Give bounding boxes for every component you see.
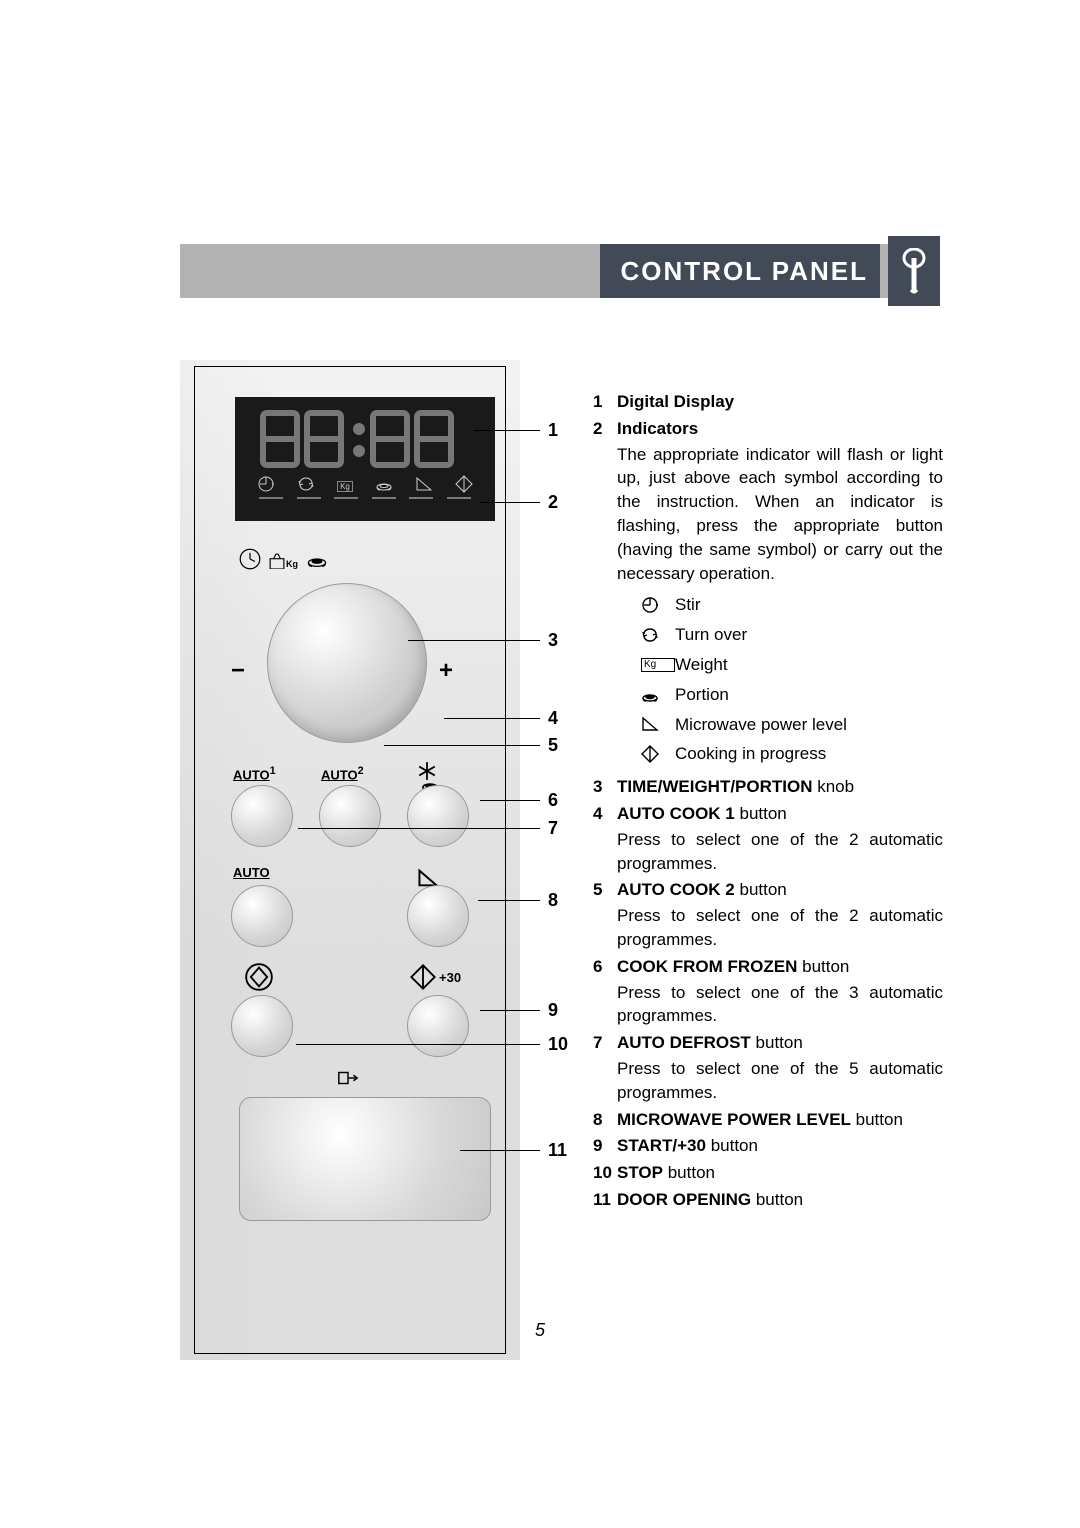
callout-7: 7 xyxy=(548,818,558,839)
door-opening-button[interactable] xyxy=(239,1097,491,1221)
legend-item: 6COOK FROM FROZEN button Press to select… xyxy=(593,955,943,1028)
table-row: Portion xyxy=(641,683,943,707)
cooking-icon xyxy=(641,745,675,763)
power-level-icon xyxy=(641,715,675,733)
leader-8 xyxy=(478,900,540,901)
turnover-icon xyxy=(297,475,315,498)
knob-minus-label: − xyxy=(231,657,245,685)
legend-item: 5AUTO COOK 2 button Press to select one … xyxy=(593,878,943,951)
stir-icon xyxy=(641,596,675,614)
callout-8: 8 xyxy=(548,890,558,911)
leader-2 xyxy=(480,502,540,503)
auto-defrost-button[interactable] xyxy=(231,885,293,947)
portion-icon xyxy=(306,548,328,575)
portion-icon xyxy=(375,475,393,498)
callout-1: 1 xyxy=(548,420,558,441)
start-plus30-icon: +30 xyxy=(409,963,461,991)
control-panel-diagram: Kg Kg − + xyxy=(180,360,520,1360)
legend-item: 4AUTO COOK 1 button Press to select one … xyxy=(593,802,943,875)
lcd-readout xyxy=(255,407,475,471)
indicator-row: Kg xyxy=(257,475,473,497)
legend-item: 11DOOR OPENING button xyxy=(593,1188,943,1212)
indicator-table: Stir Turn over KgWeight Portion Microwav… xyxy=(641,593,943,766)
indicators-desc: The appropriate indicator will flash or … xyxy=(617,443,943,586)
start-plus30-button[interactable] xyxy=(407,995,469,1057)
frozen-icon xyxy=(417,761,437,786)
portion-icon xyxy=(641,686,675,704)
digital-display: Kg xyxy=(235,397,495,521)
table-row: Turn over xyxy=(641,623,943,647)
leader-9 xyxy=(480,1010,540,1011)
auto-cook-1-button[interactable] xyxy=(231,785,293,847)
legend-item: 7AUTO DEFROST button Press to select one… xyxy=(593,1031,943,1104)
time-weight-portion-knob[interactable] xyxy=(267,583,427,743)
knob-icon-row: Kg xyxy=(239,547,379,575)
legend-item: 1Digital Display xyxy=(593,390,943,414)
legend-item: 2 Indicators The appropriate indicator w… xyxy=(593,417,943,772)
stop-button[interactable] xyxy=(231,995,293,1057)
legend-column: 1Digital Display 2 Indicators The approp… xyxy=(593,390,943,1215)
header-title-block: CONTROL PANEL xyxy=(600,244,880,298)
auto-cook-2-button[interactable] xyxy=(319,785,381,847)
leader-10 xyxy=(296,1044,540,1045)
leader-7 xyxy=(298,828,540,829)
knob-plus-label: + xyxy=(439,657,453,685)
callout-9: 9 xyxy=(548,1000,558,1021)
leader-6 xyxy=(480,800,540,801)
stir-icon xyxy=(257,475,275,498)
cooking-icon xyxy=(455,475,473,498)
stop-icon xyxy=(245,963,273,996)
legend-item: 9START/+30 button xyxy=(593,1134,943,1158)
legend-item: 8MICROWAVE POWER LEVEL button xyxy=(593,1108,943,1132)
callout-10: 10 xyxy=(548,1034,568,1055)
callout-6: 6 xyxy=(548,790,558,811)
page-number: 5 xyxy=(0,1320,1080,1341)
weight-kg-icon: Kg xyxy=(269,553,298,569)
callout-4: 4 xyxy=(548,708,558,729)
table-row: KgWeight xyxy=(641,653,943,677)
legend-item: 10STOP button xyxy=(593,1161,943,1185)
leader-1 xyxy=(474,430,540,431)
power-level-button[interactable] xyxy=(407,885,469,947)
callout-5: 5 xyxy=(548,735,558,756)
callout-11: 11 xyxy=(548,1140,567,1161)
auto1-label: AUTO1 xyxy=(233,765,276,782)
door-open-icon xyxy=(333,1067,363,1094)
indicator-underlines xyxy=(259,497,471,507)
power-level-icon xyxy=(415,475,433,498)
panel-frame: Kg Kg − + xyxy=(194,366,506,1354)
manual-page: CONTROL PANEL xyxy=(0,0,1080,1528)
leader-11 xyxy=(460,1150,540,1151)
leader-3 xyxy=(408,640,540,641)
callout-2: 2 xyxy=(548,492,558,513)
kg-label: Kg xyxy=(286,559,298,569)
leader-4 xyxy=(444,718,540,719)
table-row: Stir xyxy=(641,593,943,617)
page-title: CONTROL PANEL xyxy=(621,256,868,287)
legend-list: 1Digital Display 2 Indicators The approp… xyxy=(593,390,943,1212)
plus30-label: +30 xyxy=(439,970,461,985)
cook-from-frozen-button[interactable] xyxy=(407,785,469,847)
callout-3: 3 xyxy=(548,630,558,651)
auto2-label: AUTO2 xyxy=(321,765,364,782)
leader-5 xyxy=(384,745,540,746)
auto-defrost-label: AUTO xyxy=(233,865,283,880)
turnover-icon xyxy=(641,626,675,644)
legend-item: 3TIME/WEIGHT/PORTION knob xyxy=(593,775,943,799)
table-row: Cooking in progress xyxy=(641,742,943,766)
weight-icon: Kg xyxy=(641,658,675,672)
clock-icon xyxy=(239,548,261,575)
brand-logo xyxy=(888,236,940,306)
weight-icon: Kg xyxy=(337,481,353,492)
table-row: Microwave power level xyxy=(641,713,943,737)
